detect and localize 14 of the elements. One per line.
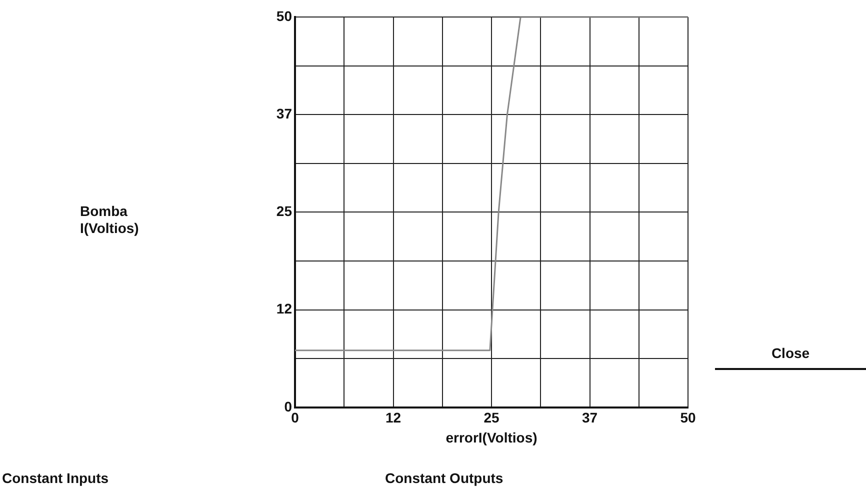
text: Close [715,345,866,370]
text: Constant Outputs [385,470,504,487]
x-tick-label: 12 [385,410,402,426]
text: Constant Inputs [2,470,109,487]
x-axis-title: errorI(Voltios) [446,429,538,446]
x-tick-label: 50 [680,410,696,426]
y-tick-label: 12 [276,300,292,317]
text: Bomba I(Voltios) [80,203,139,237]
x-tick-label: 37 [582,410,598,426]
y-tick-label: 25 [276,203,292,220]
y-tick-label: 37 [276,105,292,122]
x-tick-label: 25 [484,410,500,426]
y-tick-label: 0 [284,398,292,414]
y-tick-label: 50 [276,8,292,24]
